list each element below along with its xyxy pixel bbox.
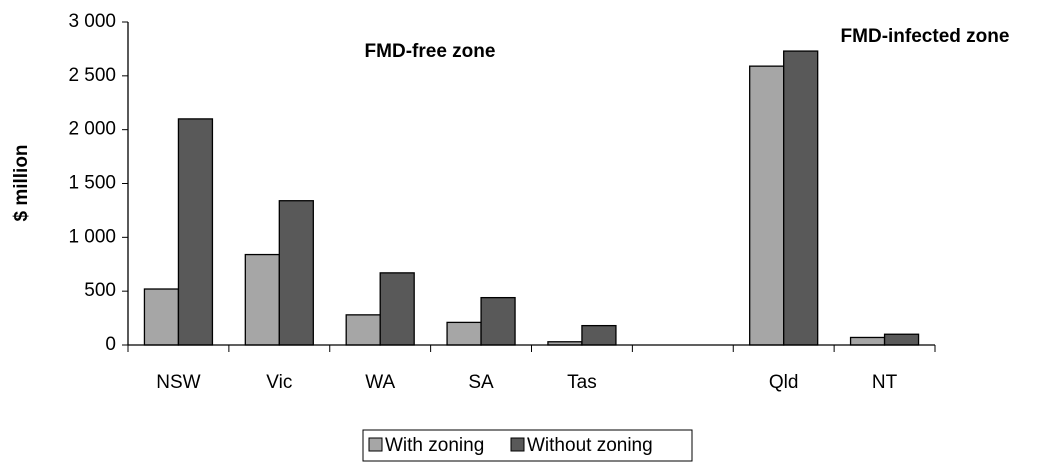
y-tick-label: 3 000 xyxy=(68,11,116,32)
bar xyxy=(581,324,617,346)
bar xyxy=(177,118,214,346)
y-axis-label: $ million xyxy=(11,144,32,221)
x-tick-label: Vic xyxy=(266,372,292,393)
legend-label: With zoning xyxy=(385,435,484,456)
annotation: FMD-infected zone xyxy=(841,26,1010,47)
bar xyxy=(278,200,314,346)
bar xyxy=(883,333,920,346)
bar xyxy=(849,336,886,346)
y-tick-label: 2 000 xyxy=(68,119,116,140)
y-tick-label: 2 500 xyxy=(68,65,116,86)
bar xyxy=(244,253,280,346)
x-tick-label: SA xyxy=(468,372,494,393)
legend-label: Without zoning xyxy=(527,435,653,456)
bar xyxy=(480,296,516,346)
legend-box xyxy=(362,429,693,462)
legend-swatch xyxy=(510,437,525,452)
y-tick-label: 1 500 xyxy=(68,173,116,194)
bar xyxy=(749,65,785,346)
y-tick-label: 500 xyxy=(84,280,116,301)
y-tick-label: 0 xyxy=(105,334,116,355)
x-tick-label: NT xyxy=(872,372,898,393)
bar xyxy=(143,288,180,346)
annotation: FMD-free zone xyxy=(365,41,496,62)
x-tick-label: Qld xyxy=(769,372,799,393)
x-tick-label: WA xyxy=(365,372,395,393)
bar xyxy=(446,321,482,346)
bar xyxy=(379,272,415,346)
legend-swatch xyxy=(368,437,383,452)
bar xyxy=(783,50,819,346)
bar xyxy=(345,314,381,346)
x-tick-label: Tas xyxy=(567,372,597,393)
y-tick-label: 1 000 xyxy=(68,226,116,247)
x-tick-label: NSW xyxy=(156,372,200,393)
